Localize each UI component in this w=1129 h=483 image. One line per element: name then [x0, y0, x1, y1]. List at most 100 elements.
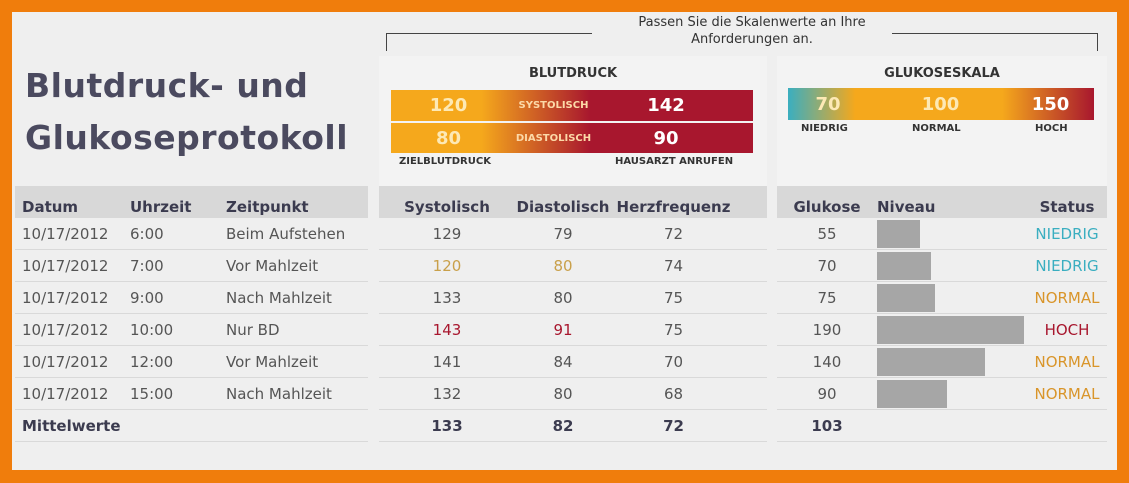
table-row[interactable]: 10/17/2012 6:00 Beim Aufstehen — [15, 218, 368, 250]
table-row[interactable]: 132 80 68 — [379, 378, 767, 410]
sys-target-value: 120 — [429, 95, 468, 116]
header-row: Systolisch Diastolisch Herzfrequenz — [379, 186, 767, 218]
col-herzfrequenz: Herzfrequenz — [616, 198, 731, 216]
col-status: Status — [1039, 198, 1095, 216]
header-row: Datum Uhrzeit Zeitpunkt — [15, 186, 368, 218]
cell-glukose: 90 — [817, 384, 837, 403]
table-row[interactable]: 90 NORMAL — [777, 378, 1107, 410]
glucose-level-bar — [877, 251, 931, 280]
table-row[interactable]: 140 NORMAL — [777, 346, 1107, 378]
cell-niveau — [877, 250, 1027, 281]
cell-datum: 10/17/2012 — [22, 288, 109, 307]
bp-scale-panel: BLUTDRUCK 120 SYSTOLISCH 142 80 DIASTOLI… — [379, 56, 767, 186]
table-row[interactable]: 55 NIEDRIG — [777, 218, 1107, 250]
table-row[interactable]: 10/17/2012 15:00 Nach Mahlzeit — [15, 378, 368, 410]
cell-hf: 68 — [663, 384, 684, 403]
cell-dia: 79 — [553, 224, 573, 243]
table-row[interactable]: 10/17/2012 10:00 Nur BD — [15, 314, 368, 346]
cell-uhrzeit: 15:00 — [130, 384, 174, 403]
log-sheet: Blutdruck- und Glukoseprotokoll Passen S… — [12, 12, 1117, 470]
glucose-normal-label: NORMAL — [912, 123, 961, 134]
cell-uhrzeit: 6:00 — [130, 224, 164, 243]
table-row[interactable]: 143 91 75 — [379, 314, 767, 346]
glucose-scale-title: GLUKOSESKALA — [884, 66, 1000, 81]
cell-datum: 10/17/2012 — [22, 384, 109, 403]
glucose-level-bar — [877, 315, 1024, 344]
avg-hf: 72 — [663, 416, 684, 435]
cell-glukose: 55 — [817, 224, 837, 243]
col-diastolisch: Diastolisch — [516, 198, 610, 216]
cell-glukose: 70 — [817, 256, 837, 275]
cell-niveau — [877, 378, 1027, 409]
diastolic-bar: 80 DIASTOLISCH 90 — [391, 123, 753, 153]
cell-dia: 91 — [553, 320, 573, 339]
cell-hf: 75 — [663, 288, 684, 307]
table-row[interactable]: 120 80 74 — [379, 250, 767, 282]
cell-dia: 84 — [553, 352, 573, 371]
cell-status: NIEDRIG — [1035, 224, 1099, 243]
title-line-2: Glukoseprotokoll — [25, 118, 349, 157]
cell-datum: 10/17/2012 — [22, 352, 109, 371]
cell-hf: 70 — [663, 352, 684, 371]
averages-row: 133 82 72 — [379, 410, 767, 442]
cell-zeitpunkt: Beim Aufstehen — [226, 224, 346, 243]
cell-status: NIEDRIG — [1035, 256, 1099, 275]
cell-datum: 10/17/2012 — [22, 256, 109, 275]
avg-sys: 133 — [431, 416, 463, 435]
glucose-low-label: NIEDRIG — [801, 123, 848, 134]
cell-sys: 141 — [432, 352, 462, 371]
table-row[interactable]: 10/17/2012 9:00 Nach Mahlzeit — [15, 282, 368, 314]
col-systolisch: Systolisch — [404, 198, 490, 216]
target-label: ZIELBLUTDRUCK — [399, 156, 491, 167]
cell-zeitpunkt: Nach Mahlzeit — [226, 384, 332, 403]
cell-status: NORMAL — [1034, 288, 1100, 307]
cell-glukose: 75 — [817, 288, 837, 307]
bp-scale-title: BLUTDRUCK — [528, 66, 618, 81]
cell-status: HOCH — [1044, 320, 1090, 339]
cell-zeitpunkt: Nach Mahlzeit — [226, 288, 332, 307]
dia-call-value: 90 — [653, 127, 679, 149]
title-line-1: Blutdruck- und — [25, 66, 309, 105]
glucose-high-value: 150 — [1031, 93, 1070, 115]
table-row[interactable]: 75 NORMAL — [777, 282, 1107, 314]
cell-niveau — [877, 282, 1027, 313]
table-row[interactable]: 70 NIEDRIG — [777, 250, 1107, 282]
glucose-normal-value: 100 — [921, 93, 960, 115]
col-uhrzeit: Uhrzeit — [130, 198, 192, 216]
cell-uhrzeit: 7:00 — [130, 256, 164, 275]
col-niveau: Niveau — [877, 198, 936, 216]
dia-label: DIASTOLISCH — [515, 132, 592, 144]
glucose-level-bar — [877, 379, 947, 408]
cell-status: NORMAL — [1034, 384, 1100, 403]
cell-sys: 132 — [432, 384, 462, 403]
avg-glukose: 103 — [811, 416, 843, 435]
glucose-high-label: HOCH — [1035, 123, 1068, 134]
scale-note: Passen Sie die Skalenwerte an Ihre Anfor… — [638, 15, 866, 47]
cell-niveau — [877, 314, 1027, 345]
cell-dia: 80 — [553, 288, 573, 307]
table-row[interactable]: 141 84 70 — [379, 346, 767, 378]
col-glukose: Glukose — [793, 198, 861, 216]
dia-target-value: 80 — [435, 127, 462, 149]
glucose-level-bar — [877, 219, 920, 248]
averages-row: Mittelwerte — [15, 410, 368, 442]
log-table-left: Datum Uhrzeit Zeitpunkt 10/17/2012 6:00 Be… — [15, 186, 368, 442]
glucose-level-bar — [877, 283, 935, 312]
cell-zeitpunkt: Nur BD — [226, 320, 280, 339]
table-row[interactable]: 10/17/2012 12:00 Vor Mahlzeit — [15, 346, 368, 378]
systolic-bar: 120 SYSTOLISCH 142 — [391, 90, 753, 121]
cell-hf: 75 — [663, 320, 684, 339]
cell-datum: 10/17/2012 — [22, 320, 109, 339]
table-row[interactable]: 10/17/2012 7:00 Vor Mahlzeit — [15, 250, 368, 282]
glucose-scale-panel: GLUKOSESKALA 70 100 150 NIEDRIG NORMAL H… — [777, 56, 1107, 186]
sys-call-value: 142 — [647, 95, 685, 116]
table-row[interactable]: 190 HOCH — [777, 314, 1107, 346]
glucose-low-value: 70 — [815, 93, 841, 115]
cell-uhrzeit: 9:00 — [130, 288, 164, 307]
bracket-right — [892, 33, 1098, 51]
cell-sys: 129 — [432, 224, 462, 243]
avg-dia: 82 — [552, 416, 574, 435]
cell-zeitpunkt: Vor Mahlzeit — [226, 256, 319, 275]
table-row[interactable]: 129 79 72 — [379, 218, 767, 250]
table-row[interactable]: 133 80 75 — [379, 282, 767, 314]
